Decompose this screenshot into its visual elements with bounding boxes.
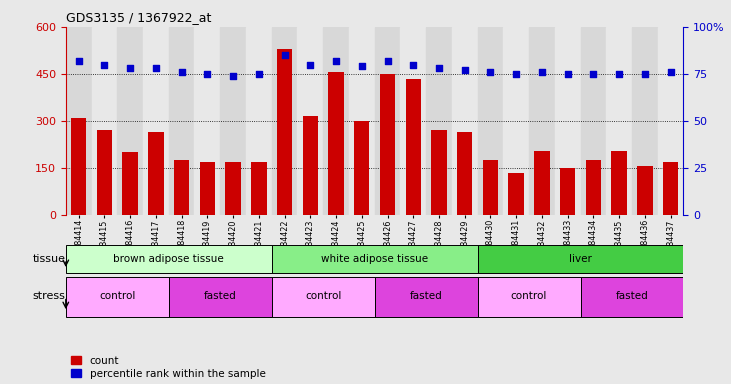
Text: GDS3135 / 1367922_at: GDS3135 / 1367922_at [66, 11, 211, 24]
Bar [354, 121, 369, 215]
Bar [401, 27, 426, 215]
Point [175, 69, 187, 75]
Bar [457, 132, 472, 215]
Bar [194, 27, 220, 215]
Point [202, 71, 213, 77]
Point [279, 52, 290, 58]
Bar [637, 166, 653, 215]
Bar [117, 27, 143, 215]
Bar [71, 118, 86, 215]
Point [639, 71, 651, 77]
Bar [169, 27, 194, 215]
Bar [586, 160, 601, 215]
Bar [303, 116, 318, 215]
Bar [509, 173, 524, 215]
Bar [200, 162, 215, 215]
Bar [374, 27, 401, 215]
Point [433, 65, 445, 71]
Bar [272, 27, 298, 215]
Text: stress: stress [33, 291, 66, 301]
Bar [611, 151, 627, 215]
Bar [534, 151, 550, 215]
Point [330, 58, 342, 64]
Text: fasted: fasted [204, 291, 237, 301]
Bar [66, 277, 169, 316]
Bar [148, 132, 164, 215]
Bar [298, 27, 323, 215]
Bar [504, 27, 529, 215]
Bar [406, 79, 421, 215]
Text: white adipose tissue: white adipose tissue [321, 253, 428, 263]
Point [613, 71, 625, 77]
Bar [66, 245, 272, 273]
Bar [272, 245, 477, 273]
Text: liver: liver [569, 253, 592, 263]
Bar [169, 277, 272, 316]
Text: control: control [305, 291, 341, 301]
Point [459, 67, 471, 73]
Bar [477, 245, 683, 273]
Bar [220, 27, 246, 215]
Bar [380, 74, 395, 215]
Bar [580, 27, 606, 215]
Bar [658, 27, 683, 215]
Bar [323, 27, 349, 215]
Bar [143, 27, 169, 215]
Legend: count, percentile rank within the sample: count, percentile rank within the sample [71, 356, 265, 379]
Bar [606, 27, 632, 215]
Bar [246, 27, 272, 215]
Bar [452, 27, 477, 215]
Text: fasted: fasted [410, 291, 442, 301]
Bar [251, 162, 267, 215]
Point [304, 61, 316, 68]
Bar [477, 27, 504, 215]
Point [510, 71, 522, 77]
Point [562, 71, 574, 77]
Point [73, 58, 85, 64]
Point [588, 71, 599, 77]
Bar [66, 27, 91, 215]
Text: fasted: fasted [616, 291, 648, 301]
Text: control: control [511, 291, 548, 301]
Point [485, 69, 496, 75]
Bar [174, 160, 189, 215]
Point [99, 61, 110, 68]
Bar [560, 168, 575, 215]
Bar [580, 277, 683, 316]
Point [150, 65, 162, 71]
Bar [431, 131, 447, 215]
Point [664, 69, 676, 75]
Point [382, 58, 393, 64]
Point [124, 65, 136, 71]
Bar [555, 27, 580, 215]
Bar [96, 131, 112, 215]
Bar [277, 49, 292, 215]
Bar [91, 27, 117, 215]
Point [227, 73, 239, 79]
Text: control: control [99, 291, 135, 301]
Bar [225, 162, 240, 215]
Bar [426, 27, 452, 215]
Point [536, 69, 548, 75]
Bar [482, 160, 499, 215]
Bar [272, 277, 374, 316]
Text: tissue: tissue [33, 253, 66, 263]
Text: brown adipose tissue: brown adipose tissue [113, 253, 224, 263]
Bar [122, 152, 138, 215]
Bar [328, 72, 344, 215]
Bar [349, 27, 374, 215]
Bar [477, 277, 580, 316]
Bar [632, 27, 658, 215]
Bar [529, 27, 555, 215]
Point [407, 61, 419, 68]
Bar [663, 162, 678, 215]
Point [253, 71, 265, 77]
Point [356, 63, 368, 70]
Bar [374, 277, 477, 316]
